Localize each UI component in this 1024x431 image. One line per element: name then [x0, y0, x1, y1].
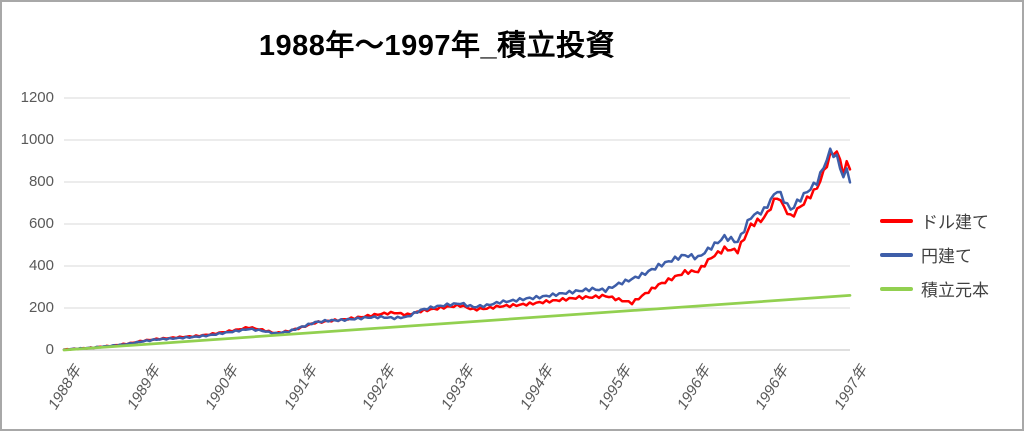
legend-item-yen: 円建て [880, 246, 1020, 266]
y-tick-label: 400 [28, 257, 54, 274]
yen-series-swatch-icon [880, 252, 913, 257]
y-tick-label: 1200 [20, 89, 54, 106]
y-tick-label: 1000 [20, 131, 54, 148]
legend-item-dollar: ドル建て [880, 212, 1020, 232]
series-line-0 [62, 150, 852, 351]
legend: ドル建て 円建て 積立元本 [880, 212, 1020, 300]
legend-item-principal: 積立元本 [880, 280, 1020, 300]
chart-title: 1988年〜1997年_積立投資 [258, 30, 616, 62]
y-tick-label: 800 [28, 173, 54, 190]
y-tick-label: 600 [28, 215, 54, 232]
series-line-1 [62, 147, 852, 351]
y-tick-label: 0 [45, 341, 54, 358]
y-tick-label: 200 [28, 299, 54, 316]
principal-series-swatch-icon [880, 286, 913, 291]
legend-label-principal: 積立元本 [921, 281, 989, 300]
series-line-2 [62, 294, 852, 352]
legend-label-dollar: ドル建て [921, 213, 989, 232]
legend-label-yen: 円建て [921, 247, 972, 266]
dollar-series-swatch-icon [880, 218, 913, 223]
